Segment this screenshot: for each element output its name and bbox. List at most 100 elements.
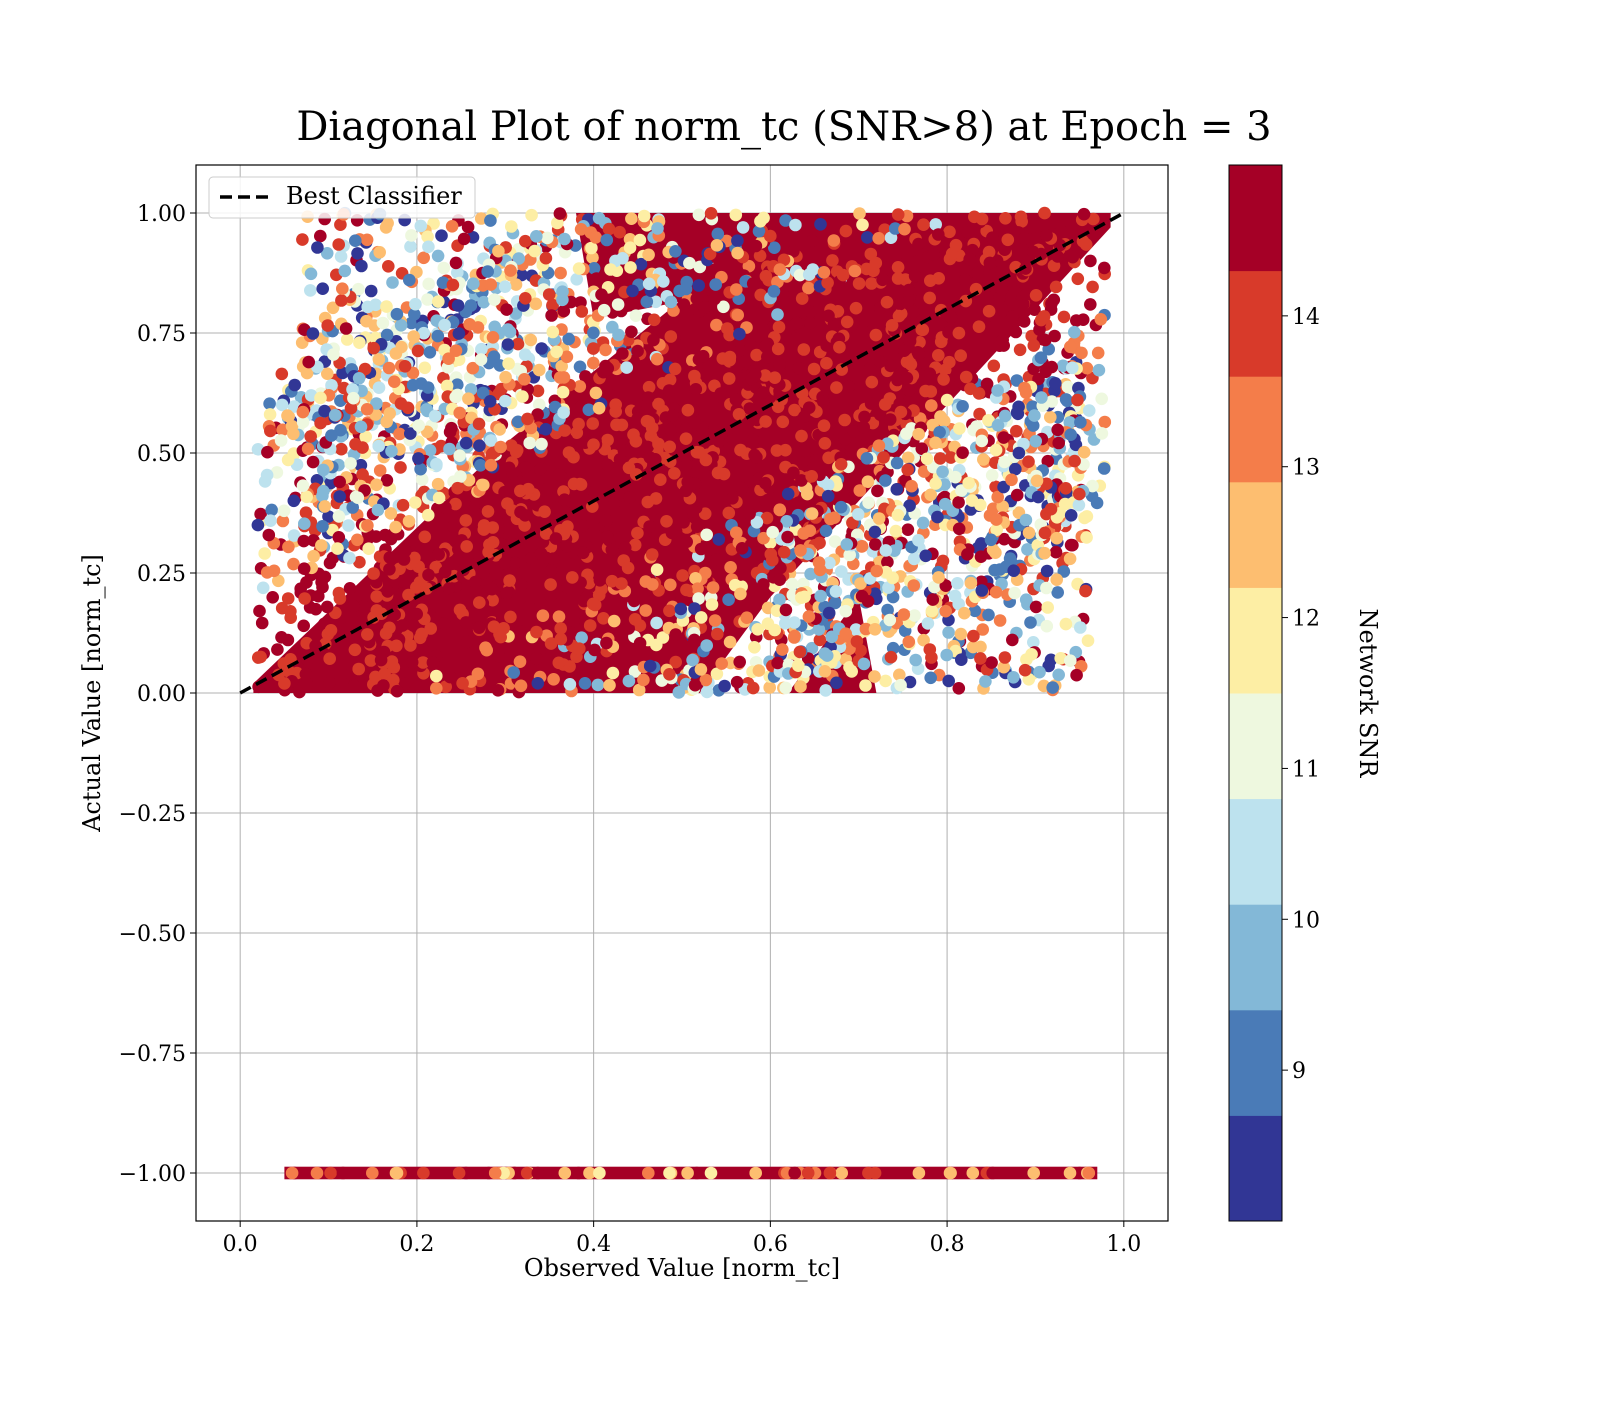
scatter-point: [642, 1166, 655, 1180]
scatter-point: [710, 667, 724, 681]
scatter-point: [1040, 477, 1053, 491]
x-axis-ticks: 0.0 0.2 0.4 0.6 0.8 1.0: [223, 1221, 1141, 1257]
scatter-point: [664, 295, 678, 309]
scatter-point: [347, 679, 361, 693]
y-tick-label: 0.25: [137, 562, 186, 587]
scatter-point: [360, 314, 373, 328]
scatter-point: [989, 546, 1002, 559]
scatter-point: [976, 623, 989, 636]
scatter-point: [688, 678, 702, 692]
scatter-point: [923, 291, 936, 305]
scatter-point: [805, 507, 819, 520]
colorbar-tick-label: 14: [1292, 305, 1320, 330]
scatter-point: [336, 282, 349, 296]
scatter-point: [714, 387, 727, 400]
scatter-point: [699, 566, 712, 580]
scatter-point: [586, 251, 599, 264]
scatter-point: [1049, 280, 1063, 294]
scatter-point: [939, 604, 952, 618]
scatter-point: [528, 244, 541, 258]
scatter-point: [773, 503, 787, 517]
scatter-point: [505, 536, 518, 550]
scatter-point: [886, 590, 900, 604]
scatter-point: [877, 451, 890, 464]
scatter-point: [948, 589, 962, 603]
scatter-point: [332, 531, 346, 544]
scatter-point: [460, 540, 474, 553]
scatter-point: [296, 415, 310, 429]
scatter-point: [663, 604, 676, 618]
scatter-point: [1084, 254, 1097, 268]
scatter-point: [518, 348, 532, 362]
scatter-point: [464, 299, 478, 312]
scatter-point: [310, 1166, 324, 1180]
scatter-point: [991, 490, 1004, 504]
scatter-point: [380, 415, 394, 429]
scatter-point: [724, 561, 737, 574]
scatter-point: [492, 649, 506, 663]
scatter-point: [792, 361, 806, 375]
scatter-point: [634, 257, 648, 271]
scatter-point: [793, 268, 807, 282]
scatter-point: [342, 519, 355, 532]
scatter-point: [553, 371, 567, 384]
scatter-point: [361, 300, 375, 314]
scatter-point: [881, 603, 894, 617]
y-axis-label: Actual Value [norm_tc]: [78, 554, 106, 833]
scatter-point: [843, 548, 856, 562]
scatter-point: [600, 363, 614, 377]
scatter-point: [679, 432, 693, 446]
scatter-point: [997, 304, 1010, 317]
scatter-point: [595, 288, 608, 302]
scatter-point: [633, 636, 647, 650]
scatter-point: [362, 542, 376, 555]
scatter-point: [689, 572, 702, 585]
scatter-point: [352, 282, 365, 296]
scatter-point: [1075, 346, 1088, 360]
scatter-point: [385, 655, 399, 668]
scatter-point: [901, 523, 915, 536]
scatter-point: [966, 1166, 980, 1180]
scatter-point: [711, 227, 725, 241]
colorbar-segment: [1229, 798, 1282, 905]
scatter-point: [632, 683, 646, 697]
scatter-point: [355, 259, 368, 273]
scatter-point: [679, 282, 693, 296]
scatter-point: [861, 475, 875, 489]
scatter-point: [380, 474, 394, 487]
scatter-point: [913, 336, 926, 349]
scatter-point: [804, 316, 817, 330]
scatter-point: [924, 274, 937, 288]
scatter-point: [872, 512, 886, 525]
scatter-point: [484, 434, 498, 447]
scatter-point: [912, 237, 925, 251]
scatter-point: [855, 540, 869, 553]
scatter-point: [488, 320, 502, 334]
scatter-point: [631, 526, 644, 540]
scatter-point: [759, 340, 772, 354]
scatter-point: [869, 328, 883, 342]
scatter-point: [1017, 297, 1030, 311]
scatter-point: [771, 400, 785, 414]
scatter-point: [449, 390, 463, 404]
scatter-point: [406, 378, 420, 392]
scatter-point: [1040, 564, 1054, 578]
scatter-point: [599, 343, 612, 357]
scatter-point: [912, 347, 925, 361]
scatter-point: [768, 371, 782, 385]
scatter-point: [761, 350, 774, 364]
scatter-point: [288, 378, 302, 392]
scatter-point: [272, 574, 285, 588]
scatter-point: [706, 581, 720, 594]
scatter-point: [333, 490, 347, 503]
scatter-point: [529, 297, 543, 311]
scatter-point: [407, 330, 421, 343]
y-tick-label: −0.25: [119, 802, 186, 827]
scatter-point: [680, 458, 693, 472]
scatter-point: [332, 510, 346, 523]
scatter-point: [628, 613, 642, 626]
scatter-point: [859, 622, 873, 636]
y-tick-label: −0.75: [119, 1042, 186, 1067]
scatter-point: [766, 553, 779, 567]
scatter-point: [657, 275, 670, 288]
